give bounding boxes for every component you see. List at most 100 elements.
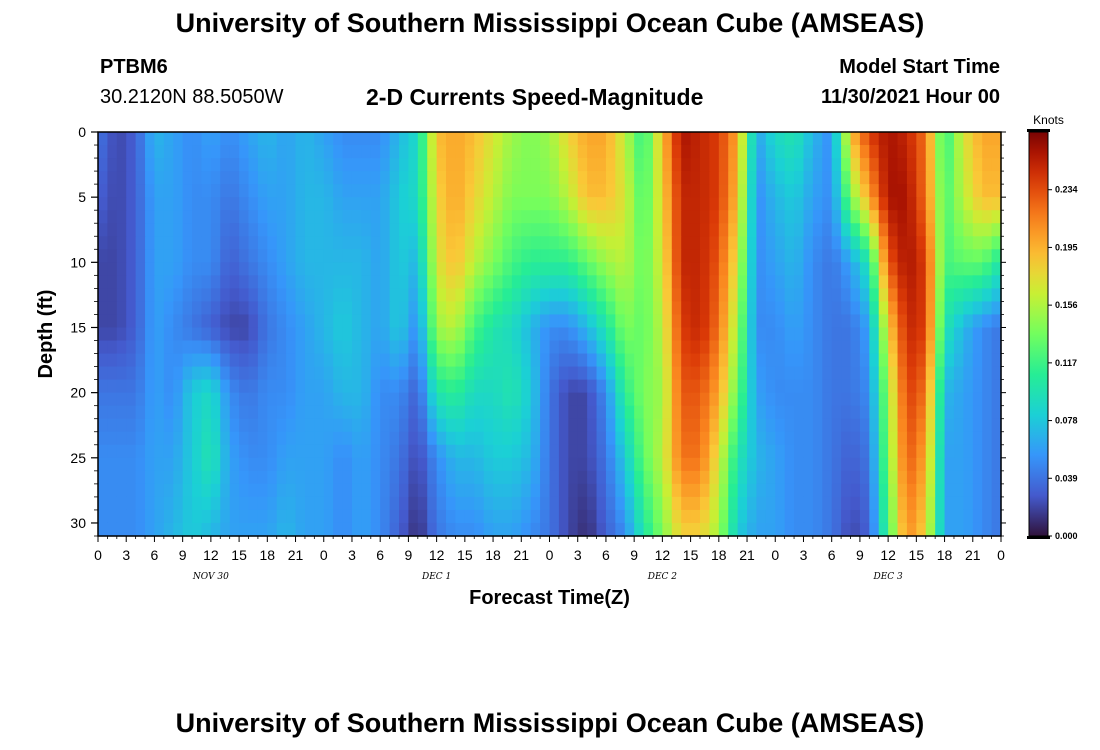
heatmap-cell	[897, 470, 908, 485]
heatmap-cell	[718, 496, 729, 511]
heatmap-cell	[446, 236, 457, 250]
heatmap-cell	[408, 314, 419, 329]
heatmap-cell	[935, 353, 946, 368]
heatmap-cell	[135, 496, 146, 511]
heatmap-cell	[446, 275, 457, 289]
heatmap-cell	[145, 262, 156, 276]
heatmap-cell	[897, 457, 908, 472]
heatmap-cell	[342, 171, 353, 185]
heatmap-cell	[935, 197, 946, 211]
heatmap-cell	[530, 405, 541, 420]
heatmap-cell	[502, 158, 513, 172]
heatmap-cell	[671, 327, 682, 342]
heatmap-cell	[521, 405, 532, 420]
heatmap-cell	[257, 353, 268, 368]
heatmap-cell	[464, 171, 475, 185]
heatmap-cell	[116, 171, 127, 185]
heatmap-cell	[728, 392, 739, 407]
heatmap-cell	[709, 171, 720, 185]
heatmap-cell	[850, 405, 861, 420]
heatmap-cell	[98, 366, 109, 381]
heatmap-cell	[107, 509, 118, 524]
heatmap-cell	[831, 158, 842, 172]
heatmap-cell	[831, 392, 842, 407]
heatmap-cell	[116, 184, 127, 198]
heatmap-cell	[624, 496, 635, 511]
heatmap-cell	[972, 184, 983, 198]
heatmap-cell	[662, 262, 673, 276]
heatmap-cell	[878, 197, 889, 211]
heatmap-cell	[399, 340, 410, 355]
heatmap-cell	[210, 223, 221, 237]
colorbar-tick-label: 0.195	[1055, 242, 1078, 252]
heatmap-cell	[916, 496, 927, 511]
heatmap-cell	[718, 210, 729, 224]
heatmap-cell	[596, 275, 607, 289]
heatmap-cell	[652, 275, 663, 289]
heatmap-cell	[220, 470, 231, 485]
heatmap-cell	[906, 366, 917, 381]
heatmap-cell	[963, 340, 974, 355]
heatmap-cell	[399, 366, 410, 381]
heatmap-cell	[850, 171, 861, 185]
heatmap-cell	[558, 405, 569, 420]
heatmap-cell	[530, 145, 541, 159]
heatmap-cell	[182, 314, 193, 329]
heatmap-cell	[737, 210, 748, 224]
heatmap-cell	[540, 444, 551, 459]
heatmap-cell	[145, 275, 156, 289]
heatmap-cell	[822, 340, 833, 355]
heatmap-cell	[747, 522, 758, 537]
heatmap-cell	[624, 327, 635, 342]
heatmap-cell	[831, 431, 842, 446]
heatmap-cell	[342, 158, 353, 172]
heatmap-cell	[888, 145, 899, 159]
heatmap-cell	[643, 353, 654, 368]
heatmap-cell	[991, 210, 1002, 224]
heatmap-cell	[182, 470, 193, 485]
heatmap-cell	[163, 145, 174, 159]
heatmap-cell	[812, 184, 823, 198]
heatmap-cell	[624, 509, 635, 524]
heatmap-cell	[201, 223, 212, 237]
heatmap-cell	[173, 314, 184, 329]
heatmap-cell	[662, 418, 673, 433]
heatmap-cell	[671, 379, 682, 394]
heatmap-cell	[794, 340, 805, 355]
heatmap-cell	[399, 392, 410, 407]
heatmap-cell	[869, 366, 880, 381]
heatmap-cell	[116, 275, 127, 289]
heatmap-cell	[916, 509, 927, 524]
heatmap-cell	[991, 327, 1002, 342]
heatmap-cell	[587, 288, 598, 303]
heatmap-cell	[116, 340, 127, 355]
heatmap-cell	[464, 145, 475, 159]
heatmap-cell	[98, 171, 109, 185]
heatmap-cell	[850, 249, 861, 263]
heatmap-cell	[408, 275, 419, 289]
heatmap-cell	[963, 301, 974, 316]
heatmap-cell	[502, 171, 513, 185]
colorbar-tick-label: 0.234	[1055, 185, 1078, 195]
heatmap-cell	[662, 405, 673, 420]
heatmap-cell	[878, 431, 889, 446]
heatmap-cell	[972, 197, 983, 211]
heatmap-cell	[210, 158, 221, 172]
heatmap-cell	[878, 314, 889, 329]
heatmap-cell	[276, 262, 287, 276]
heatmap-cell	[812, 366, 823, 381]
heatmap-cell	[107, 405, 118, 420]
heatmap-cell	[286, 457, 297, 472]
heatmap-cell	[972, 171, 983, 185]
heatmap-cell	[98, 184, 109, 198]
heatmap-cell	[577, 275, 588, 289]
heatmap-cell	[540, 509, 551, 524]
heatmap-cell	[314, 405, 325, 420]
heatmap-cell	[98, 522, 109, 537]
heatmap-cell	[700, 210, 711, 224]
heatmap-cell	[304, 366, 315, 381]
heatmap-cell	[982, 496, 993, 511]
heatmap-cell	[210, 431, 221, 446]
heatmap-cell	[568, 171, 579, 185]
heatmap-cell	[841, 210, 852, 224]
